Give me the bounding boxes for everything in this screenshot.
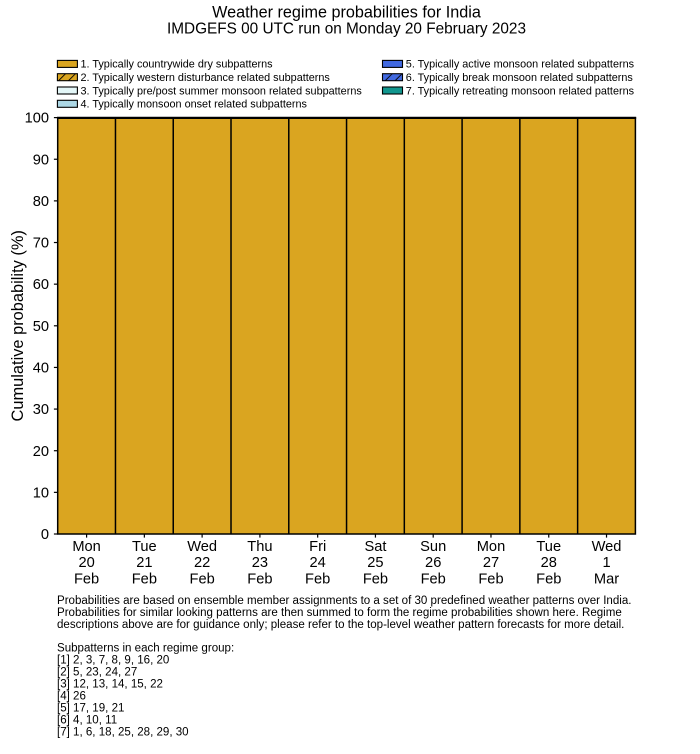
svg-text:3. Typically pre/post summer m: 3. Typically pre/post summer monsoon rel… (81, 85, 363, 97)
svg-text:2. Typically western disturban: 2. Typically western disturbance related… (81, 72, 331, 84)
svg-text:5. Typically active monsoon re: 5. Typically active monsoon related subp… (406, 59, 635, 71)
svg-text:1. Typically countrywide dry s: 1. Typically countrywide dry subpatterns (81, 59, 274, 71)
svg-text:[7] 1, 6, 18, 25, 28, 29, 30: [7] 1, 6, 18, 25, 28, 29, 30 (57, 726, 189, 738)
svg-text:[5] 17, 19, 21: [5] 17, 19, 21 (57, 702, 124, 714)
svg-text:6. Typically break monsoon rel: 6. Typically break monsoon related subpa… (406, 72, 634, 84)
svg-text:[2] 5, 23, 24, 27: [2] 5, 23, 24, 27 (57, 666, 137, 678)
svg-text:Weather regime probabilities f: Weather regime probabilities for India (212, 4, 481, 22)
svg-text:70: 70 (33, 236, 49, 252)
svg-text:60: 60 (33, 277, 49, 293)
svg-text:[3] 12, 13, 14, 15, 22: [3] 12, 13, 14, 15, 22 (57, 678, 163, 690)
svg-text:80: 80 (33, 194, 49, 210)
svg-text:Probabilities for similar look: Probabilities for similar looking patter… (57, 607, 622, 619)
svg-text:[1] 2, 3, 7, 8, 9, 16, 20: [1] 2, 3, 7, 8, 9, 16, 20 (57, 654, 169, 666)
svg-text:[4] 26: [4] 26 (57, 690, 86, 702)
svg-text:4. Typically monsoon onset rel: 4. Typically monsoon onset related subpa… (81, 99, 308, 111)
svg-text:50: 50 (33, 319, 49, 335)
svg-text:10: 10 (33, 485, 49, 501)
svg-text:90: 90 (33, 152, 49, 168)
svg-text:Subpatterns in each regime gro: Subpatterns in each regime group: (57, 642, 234, 654)
svg-text:Probabilities are based on ens: Probabilities are based on ensemble memb… (57, 595, 631, 607)
svg-text:100: 100 (25, 111, 49, 127)
svg-text:0: 0 (41, 527, 49, 543)
svg-text:30: 30 (33, 402, 49, 418)
svg-text:[6] 4, 10, 11: [6] 4, 10, 11 (57, 714, 117, 726)
svg-text:7. Typically retreating monsoo: 7. Typically retreating monsoon related … (406, 85, 635, 97)
svg-text:40: 40 (33, 360, 49, 376)
svg-text:20: 20 (33, 444, 49, 460)
svg-text:descriptions above are for gui: descriptions above are for guidance only… (57, 619, 624, 631)
svg-text:IMDGEFS 00 UTC run on Monday 2: IMDGEFS 00 UTC run on Monday 20 February… (167, 21, 526, 38)
svg-text:Cumulative probability (%): Cumulative probability (%) (9, 230, 27, 421)
